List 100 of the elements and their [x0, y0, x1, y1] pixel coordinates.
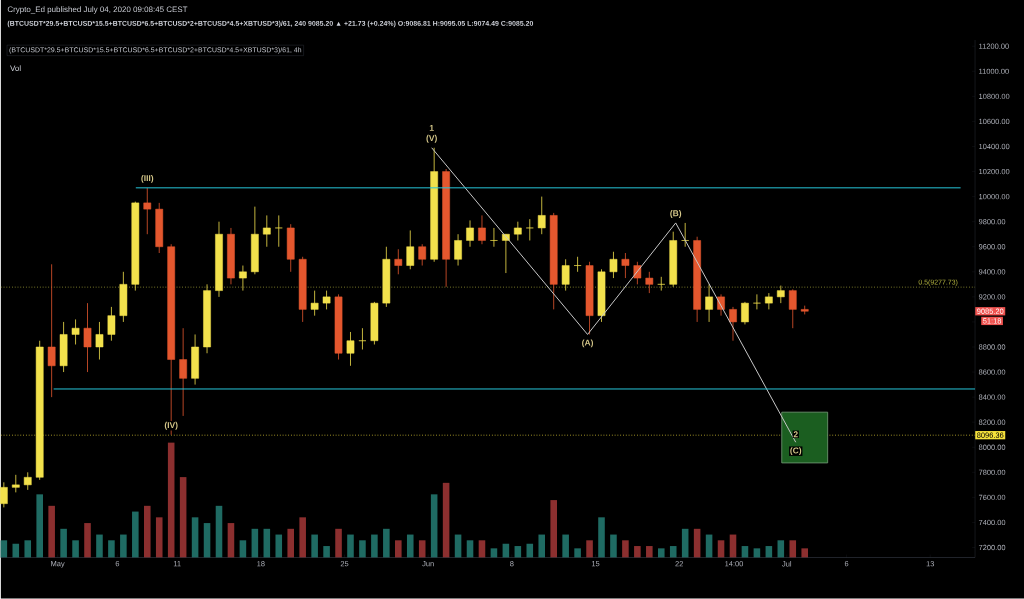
bar	[36, 494, 43, 558]
candlestick	[143, 187, 152, 235]
candlestick	[107, 306, 116, 342]
candlestick	[788, 289, 797, 329]
candlestick	[95, 321, 104, 361]
annotation: (C)	[790, 447, 802, 456]
candlestick	[179, 328, 187, 417]
bar	[72, 540, 79, 558]
bar	[777, 540, 785, 558]
bar	[48, 506, 55, 558]
bar	[478, 540, 486, 558]
candlestick	[765, 292, 773, 311]
bar	[275, 534, 283, 558]
bar	[442, 483, 450, 558]
bar	[0, 540, 8, 558]
bar	[203, 523, 211, 558]
candlestick	[83, 302, 92, 373]
bar	[24, 540, 32, 558]
bar	[335, 529, 342, 558]
candlestick	[71, 319, 80, 346]
annotation: 2	[793, 431, 798, 438]
bar	[430, 494, 438, 558]
candlestick	[406, 230, 415, 270]
candlestick	[466, 220, 474, 248]
bar	[96, 534, 103, 558]
annotation: (IV)	[164, 422, 178, 430]
bar	[191, 517, 199, 558]
candlestick	[0, 482, 8, 509]
bar	[143, 506, 151, 558]
bar	[586, 540, 593, 558]
candlestick	[490, 227, 498, 248]
bar	[60, 529, 67, 558]
bar	[789, 540, 797, 558]
annotation: (III)	[141, 175, 154, 184]
bar	[359, 540, 366, 558]
bar	[84, 523, 91, 558]
bar	[598, 517, 605, 558]
bar	[371, 534, 378, 558]
candlestick	[561, 259, 570, 292]
bar	[227, 523, 235, 558]
candlestick	[47, 264, 56, 398]
bar	[383, 529, 390, 558]
bar	[347, 534, 354, 558]
candlestick	[525, 219, 534, 242]
bar	[466, 540, 474, 558]
candlestick	[573, 256, 582, 273]
candlestick	[239, 265, 247, 292]
candlestick	[657, 276, 666, 292]
candlestick	[621, 252, 630, 279]
candlestick	[514, 221, 522, 242]
candlestick	[753, 294, 761, 311]
bar	[167, 442, 175, 558]
bar	[622, 540, 629, 558]
bar	[801, 548, 808, 558]
bar	[717, 540, 725, 558]
candlestick	[358, 328, 367, 351]
bar	[574, 548, 581, 558]
bar	[311, 534, 318, 558]
annotation: (A)	[582, 339, 593, 348]
bar	[215, 506, 223, 558]
bar	[490, 548, 498, 558]
bar	[287, 529, 295, 558]
bar	[179, 477, 187, 558]
bar	[323, 546, 330, 558]
candlestick	[537, 196, 546, 235]
bar	[120, 534, 127, 558]
annotation: 1	[429, 125, 434, 131]
annotation: (V)	[426, 135, 437, 143]
bar	[299, 517, 306, 558]
bar	[108, 540, 115, 558]
candlestick	[310, 290, 319, 317]
candlestick	[262, 215, 271, 248]
candlestick	[11, 474, 20, 494]
line-series	[431, 147, 797, 443]
candlestick	[274, 215, 283, 248]
candlestick	[322, 290, 331, 311]
bar	[753, 548, 761, 558]
candlestick	[729, 306, 737, 342]
bar	[406, 534, 414, 558]
bar	[395, 540, 402, 558]
candlestick	[741, 301, 749, 326]
candlestick	[645, 271, 654, 294]
candlestick	[454, 234, 462, 267]
candlestick	[394, 249, 403, 275]
candlestick	[609, 251, 618, 279]
bar	[132, 511, 139, 558]
bar	[550, 500, 557, 558]
bar	[634, 546, 641, 558]
bar	[657, 548, 665, 558]
candlestick	[478, 215, 486, 245]
candlestick	[346, 331, 355, 367]
bar	[610, 534, 617, 558]
bar	[669, 546, 677, 558]
bar	[646, 546, 653, 558]
bar	[562, 534, 569, 558]
candlestick	[418, 244, 427, 267]
bar	[418, 540, 426, 558]
bar	[155, 517, 163, 558]
bar	[538, 534, 546, 558]
annotation: (B)	[670, 210, 682, 219]
